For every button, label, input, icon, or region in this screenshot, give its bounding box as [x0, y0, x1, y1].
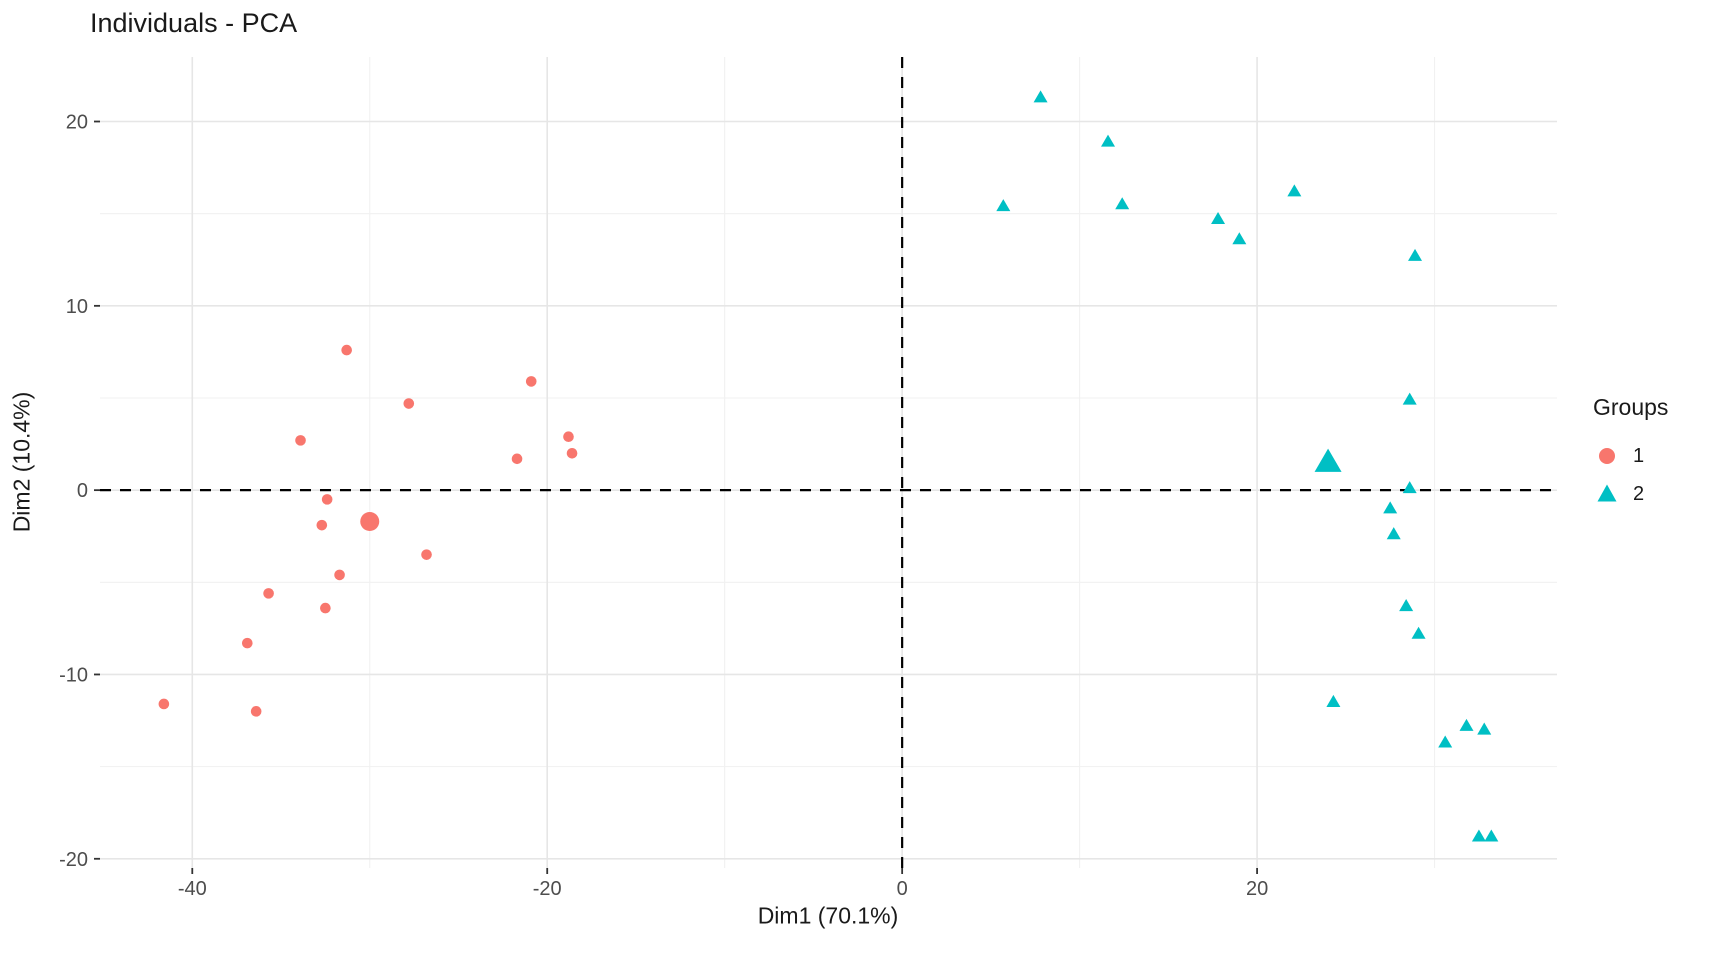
data-point-group-1 — [320, 602, 331, 614]
data-point-group-2 — [1386, 527, 1401, 540]
data-point-group-1 — [566, 447, 578, 459]
y-tick-label: -10 — [59, 664, 88, 686]
x-tick-label: 0 — [897, 878, 908, 900]
y-axis-title: Dim2 (10.4%) — [8, 391, 35, 533]
data-point-group-2 — [1471, 829, 1486, 842]
data-point-group-2 — [1383, 501, 1398, 514]
data-point-group-1 — [334, 569, 345, 581]
data-point-group-1 — [525, 376, 537, 387]
y-tick-label: 0 — [77, 480, 88, 502]
plot-title: Individuals - PCA — [90, 8, 298, 38]
data-point-group-2 — [1484, 829, 1499, 842]
data-point-group-2 — [1459, 718, 1474, 731]
x-tick-label: -40 — [178, 878, 207, 900]
data-point-group-1 — [316, 519, 328, 531]
data-point-group-1 — [321, 494, 333, 505]
data-point-group-2 — [1477, 722, 1492, 735]
legend-item-group-1: 1 — [1593, 437, 1668, 475]
data-point-group-2 — [1033, 90, 1048, 103]
x-tick-label: 20 — [1246, 878, 1268, 900]
y-tick-label: -20 — [59, 849, 88, 871]
data-point-group-1 — [295, 435, 306, 446]
y-tick-label: 20 — [66, 112, 88, 134]
centroid-group-1 — [360, 511, 380, 531]
legend-item-group-2: 2 — [1593, 475, 1668, 513]
data-point-group-2 — [1408, 248, 1423, 261]
legend-item-label: 1 — [1633, 444, 1645, 467]
data-point-group-2 — [1399, 599, 1414, 612]
data-point-group-1 — [563, 431, 574, 442]
group2-triangle-marker-icon — [1597, 484, 1617, 502]
data-point-group-2 — [1402, 392, 1417, 405]
data-point-group-2 — [1411, 626, 1426, 639]
x-axis-title: Dim1 (70.1%) — [757, 902, 899, 929]
data-point-group-1 — [263, 588, 274, 599]
data-point-group-1 — [250, 706, 262, 717]
data-point-group-1 — [421, 549, 432, 560]
data-point-group-1 — [403, 398, 415, 409]
data-point-group-2 — [1115, 197, 1130, 210]
data-point-group-1 — [158, 698, 170, 710]
data-point-group-2 — [1101, 134, 1116, 147]
group1-circle-marker-icon — [1599, 448, 1615, 464]
legend-item-label: 2 — [1633, 482, 1645, 505]
data-point-group-2 — [1232, 232, 1247, 245]
y-tick-label: 10 — [66, 296, 88, 318]
data-point-group-2 — [1438, 735, 1453, 748]
data-point-group-1 — [241, 637, 253, 649]
legend: Groups 1 2 — [1593, 394, 1668, 513]
centroid-group-2 — [1314, 448, 1342, 472]
data-point-group-1 — [511, 453, 523, 465]
legend-title: Groups — [1593, 394, 1669, 420]
data-point-group-2 — [1326, 694, 1341, 707]
data-point-group-2 — [1287, 184, 1302, 197]
data-point-group-2 — [996, 199, 1011, 212]
x-tick-label: -20 — [533, 878, 562, 900]
data-point-group-2 — [1402, 481, 1417, 494]
data-point-group-2 — [1211, 211, 1226, 225]
data-point-group-1 — [341, 344, 352, 356]
